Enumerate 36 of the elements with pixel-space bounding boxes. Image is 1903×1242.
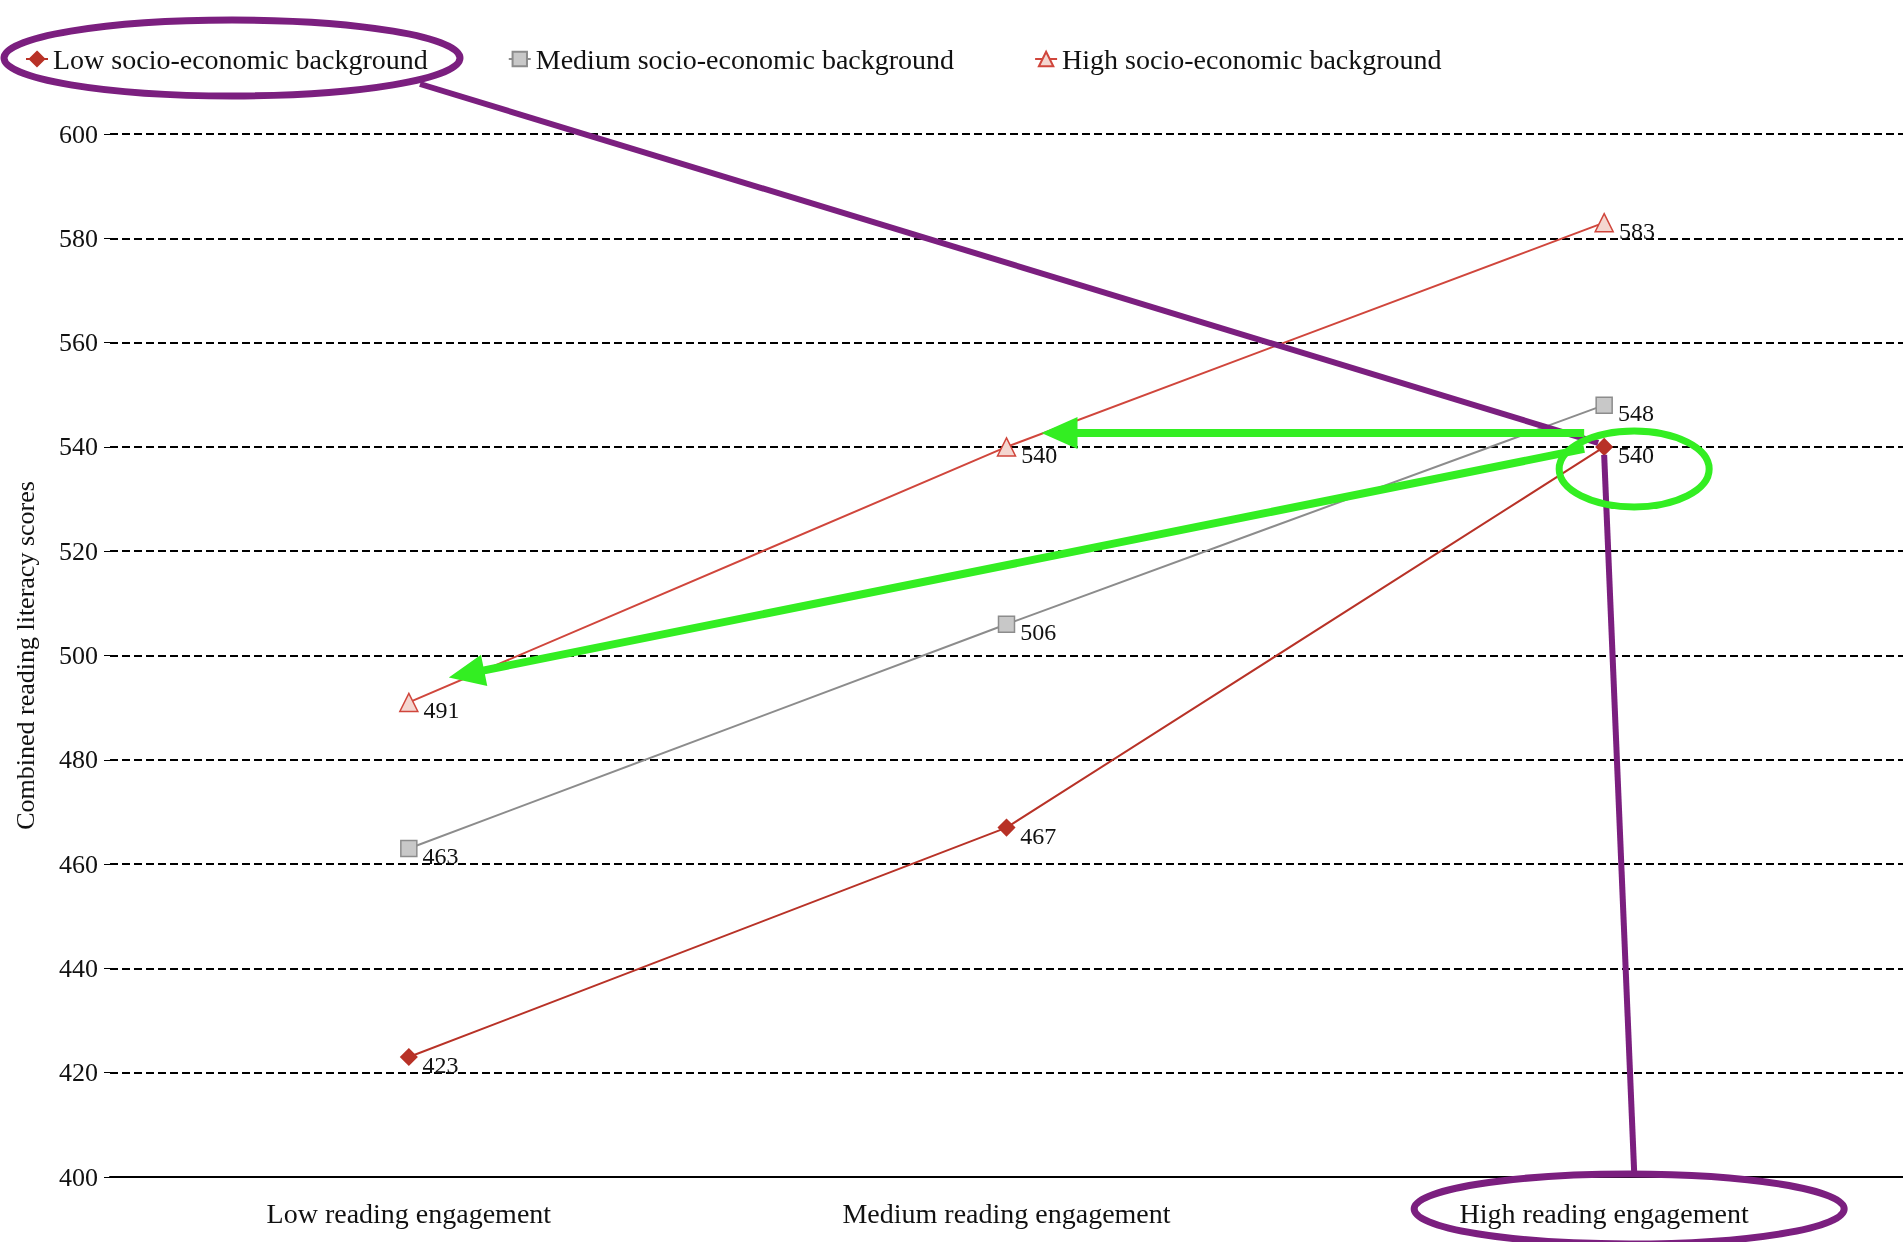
y-tick-label: 440 [59, 953, 98, 983]
legend-label: Medium socio-economic background [535, 43, 955, 75]
y-tick-label: 520 [59, 536, 98, 566]
y-tick-label: 500 [59, 641, 98, 670]
data-label: 506 [1020, 619, 1057, 646]
point [400, 1048, 418, 1066]
y-tick-label: 560 [59, 328, 98, 358]
y-tick-label: 460 [59, 849, 98, 879]
point [997, 615, 1016, 633]
y-axis-title: Combined reading literacy scores [10, 481, 40, 830]
data-label: 463 [422, 843, 459, 870]
point [996, 437, 1017, 457]
point [997, 818, 1016, 837]
y-tick-label: 420 [59, 1058, 98, 1088]
point [1595, 438, 1613, 456]
data-label: 540 [1617, 441, 1654, 468]
legend-label: High socio-economic background [1062, 43, 1442, 75]
y-tick-label: 540 [59, 432, 98, 462]
data-label: 540 [1021, 441, 1058, 468]
data-label: 423 [422, 1052, 459, 1079]
y-tick-label: 600 [59, 119, 98, 149]
legend-label: Low socio-economic background [53, 43, 428, 75]
x-tick-label: Low reading engagement [266, 1197, 552, 1229]
point [399, 692, 419, 713]
x-tick-label: High reading engagement [1459, 1197, 1749, 1229]
data-label: 548 [1617, 400, 1654, 427]
data-label: 467 [1020, 822, 1057, 849]
point [1594, 212, 1614, 233]
point [1595, 396, 1613, 414]
y-tick-label: 480 [59, 745, 98, 775]
data-label: 583 [1618, 217, 1655, 244]
x-tick-label: Medium reading engagement [842, 1197, 1171, 1229]
point [400, 839, 418, 858]
y-tick-label: 580 [59, 223, 98, 253]
y-tick-label: 400 [59, 1162, 98, 1192]
data-label: 491 [423, 697, 460, 724]
